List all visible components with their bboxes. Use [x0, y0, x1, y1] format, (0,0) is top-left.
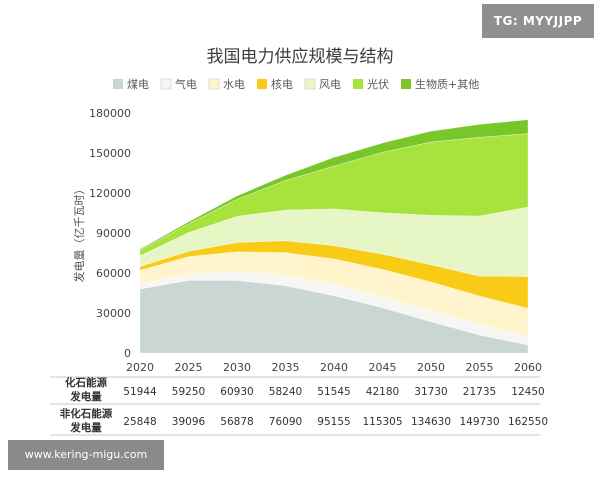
y-axis-label: 发电量（亿千瓦时）: [72, 184, 86, 283]
table-cell: 51944: [123, 386, 157, 398]
table-cell: 95155: [317, 416, 350, 428]
legend-swatch: [257, 79, 267, 89]
table-cell: 60930: [220, 386, 253, 398]
table-row-label: 非化石能源: [60, 407, 113, 420]
chart-title: 我国电力供应规模与结构: [207, 47, 394, 67]
y-tick-label: 90000: [96, 227, 131, 240]
y-tick-label: 30000: [96, 307, 131, 320]
y-tick-label: 120000: [89, 187, 131, 200]
x-tick-label: 2020: [126, 361, 154, 374]
watermark-bottom: www.kering-migu.com: [8, 440, 164, 470]
table-cell: 12450: [511, 386, 544, 398]
legend-label: 核电: [271, 77, 293, 91]
legend-swatch: [160, 78, 172, 90]
legend-label: 水电: [223, 78, 245, 91]
table-cell: 134630: [411, 416, 451, 428]
table-cell: 25848: [123, 416, 156, 428]
x-tick-label: 2025: [175, 361, 203, 374]
y-tick-label: 60000: [96, 267, 131, 280]
legend-swatch: [304, 78, 316, 90]
table-cell: 59250: [172, 386, 205, 398]
legend-label: 光伏: [367, 77, 389, 91]
table-cell: 76090: [269, 416, 302, 428]
table-cell: 56878: [220, 416, 253, 428]
legend-swatch: [353, 79, 363, 89]
table-cell: 21735: [463, 386, 496, 398]
legend-label: 煤电: [127, 78, 149, 91]
table-row-label: 化石能源: [65, 376, 107, 389]
y-tick-label: 180000: [89, 107, 131, 120]
x-tick-label: 2050: [417, 361, 445, 374]
table-cell: 162550: [508, 416, 548, 428]
legend-label: 生物质+其他: [415, 77, 479, 91]
table-cell: 58240: [269, 386, 302, 398]
table-cell: 39096: [172, 416, 206, 428]
table-cell: 115305: [362, 416, 402, 428]
x-tick-label: 2055: [466, 361, 494, 374]
table-cell: 149730: [459, 416, 499, 428]
table-cell: 51545: [317, 386, 350, 398]
legend-swatch: [401, 79, 411, 89]
y-tick-label: 150000: [89, 147, 131, 160]
legend-label: 风电: [319, 78, 341, 91]
y-tick-label: 0: [124, 347, 131, 360]
x-tick-label: 2040: [320, 361, 348, 374]
watermark-top: TG: MYYJJPP: [482, 4, 594, 38]
legend-label: 气电: [175, 77, 197, 91]
x-tick-label: 2045: [369, 361, 397, 374]
legend-swatch: [113, 79, 123, 89]
table-row-label: 发电量: [69, 421, 102, 434]
legend-swatch: [208, 78, 220, 90]
x-tick-label: 2035: [272, 361, 300, 374]
table-row-label: 发电量: [69, 390, 102, 403]
x-tick-label: 2030: [223, 361, 251, 374]
area-series: [139, 119, 529, 251]
table-cell: 31730: [414, 386, 447, 398]
table-cell: 42180: [366, 386, 399, 398]
x-tick-label: 2060: [514, 361, 542, 374]
